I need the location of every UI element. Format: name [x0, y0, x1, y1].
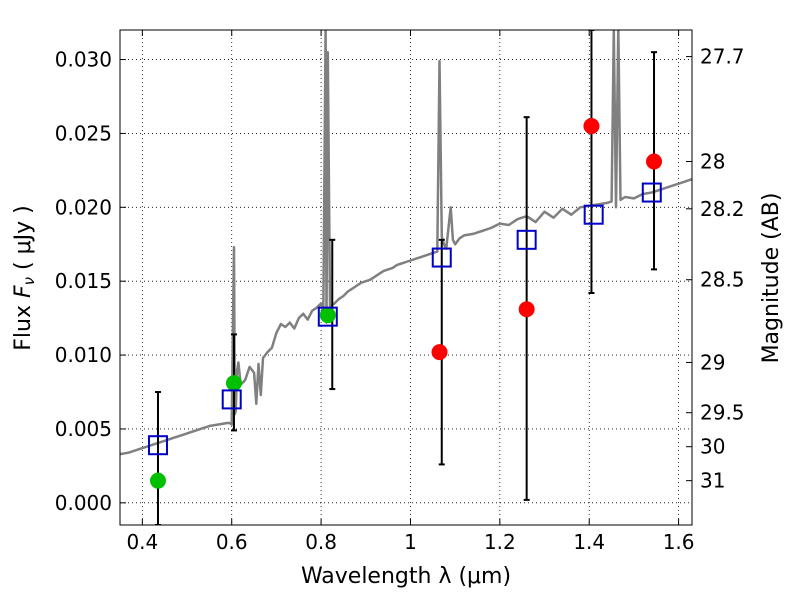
circle-marker [225, 375, 242, 392]
x-tick-label: 0.6 [216, 530, 248, 554]
y-tick-label: 0.020 [55, 195, 112, 219]
square-marker [641, 182, 662, 203]
right-tick-label: 28.5 [700, 268, 745, 292]
square-marker [583, 204, 604, 225]
plot-area [120, 30, 692, 525]
square-marker [147, 435, 168, 456]
y-axis-right: 27.7 28 28.2 28.5 29 29.5 30 31 [686, 45, 745, 493]
circle-marker [149, 472, 166, 489]
square-marker [221, 389, 242, 410]
y-tick-label: 0.025 [55, 121, 112, 145]
right-tick-label: 31 [700, 469, 725, 493]
y-tick-label: 0.015 [55, 269, 112, 293]
y-axis-left: 0.000 0.005 0.010 0.015 0.020 0.025 0.030 [55, 48, 126, 515]
grid [120, 30, 692, 525]
x-tick-label: 1.4 [573, 530, 605, 554]
right-tick-label: 29 [700, 350, 725, 374]
circle-marker [319, 307, 336, 324]
x-tick-label: 1.6 [663, 530, 695, 554]
y-axis-label: Flux Fν ( μJy ) [11, 205, 38, 350]
circle-marker [431, 344, 448, 361]
y-axis-label-text: Flux [11, 298, 36, 351]
x-tick-label: 1 [404, 530, 417, 554]
circle-marker [583, 118, 600, 135]
x-axis-label: Wavelength λ (μm) [301, 564, 511, 589]
circle-marker [518, 301, 535, 318]
marker-layer [147, 118, 663, 489]
x-tick-label: 0.4 [126, 530, 158, 554]
right-axis-label: Magnitude (AB) [759, 193, 784, 364]
y-axis-label-unit: ( μJy ) [11, 205, 36, 277]
right-tick-label: 28 [700, 150, 725, 174]
x-tick-label: 0.8 [305, 530, 337, 554]
plot-frame [119, 29, 693, 526]
circle-marker [646, 153, 663, 170]
x-tick-label: 1.2 [484, 530, 516, 554]
x-axis: 0.4 0.6 0.8 1 1.2 1.4 1.6 [126, 30, 695, 554]
y-axis-label-subscript: ν [20, 277, 38, 285]
y-tick-label: 0.030 [55, 48, 112, 72]
right-tick-label: 30 [700, 435, 725, 459]
y-axis-label-symbol: F [11, 285, 36, 298]
y-tick-label: 0.010 [55, 343, 112, 367]
right-tick-label: 29.5 [700, 401, 745, 425]
right-tick-label: 27.7 [700, 45, 745, 69]
y-tick-label: 0.005 [55, 417, 112, 441]
y-tick-label: 0.000 [55, 491, 112, 515]
right-tick-label: 28.2 [700, 197, 745, 221]
square-marker [431, 247, 452, 268]
square-marker [516, 229, 537, 250]
square-marker [317, 306, 338, 327]
